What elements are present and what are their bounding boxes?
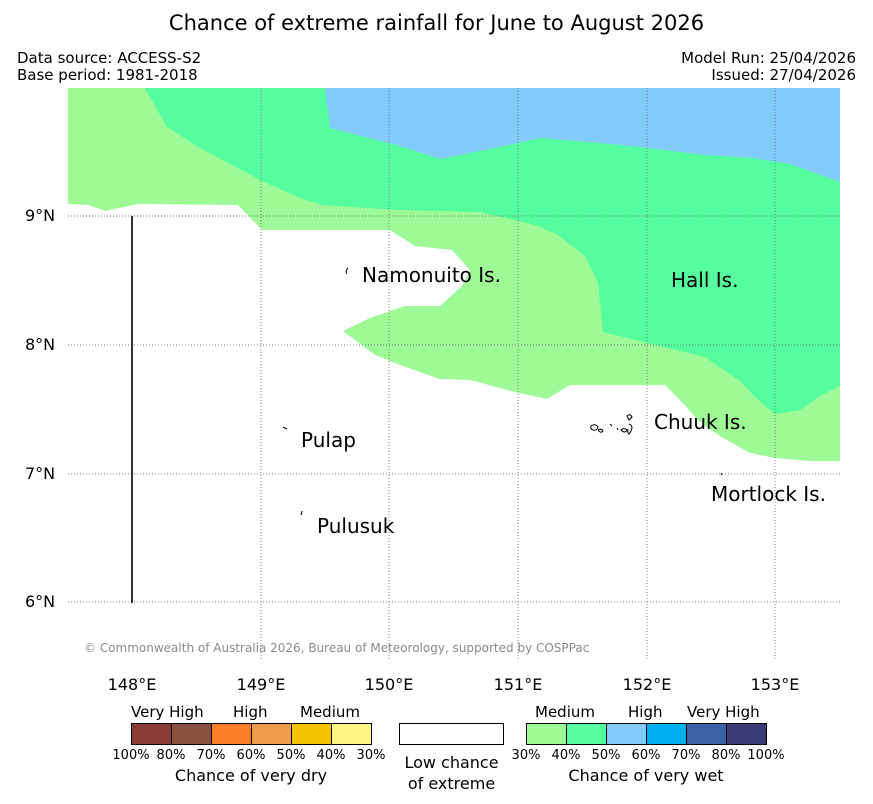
lon-label-149E: 149°E bbox=[236, 675, 286, 694]
dry-header-medium: Medium bbox=[300, 703, 360, 721]
dry-header-very-high: Very High bbox=[131, 703, 204, 721]
wet-header-high: High bbox=[628, 703, 663, 721]
lat-label-7N: 7°N bbox=[25, 464, 56, 483]
dry-percent-label-5: 40% bbox=[316, 748, 346, 763]
wet-swatch-3 bbox=[646, 723, 687, 745]
dry-swatch-3 bbox=[251, 723, 292, 745]
wet-header-very-high: Very High bbox=[687, 703, 760, 721]
meta-left: Data source: ACCESS-S2 Base period: 1981… bbox=[17, 50, 201, 84]
wet-swatch-1 bbox=[566, 723, 607, 745]
dry-percent-label-4: 50% bbox=[276, 748, 306, 763]
wet-50-60-region bbox=[325, 88, 840, 182]
wet-swatch-4 bbox=[686, 723, 727, 745]
wet-percent-label-4: 70% bbox=[671, 748, 701, 763]
wet-header-medium: Medium bbox=[535, 703, 595, 721]
low-chance-line2: of extreme bbox=[407, 774, 496, 793]
chart-title: Chance of extreme rainfall for June to A… bbox=[168, 11, 705, 35]
data-source-label: Data source: ACCESS-S2 bbox=[17, 49, 202, 67]
dry-percent-label-0: 100% bbox=[112, 748, 150, 763]
low-chance-line1: Low chance bbox=[404, 753, 499, 772]
wet-percent-label-0: 30% bbox=[511, 748, 541, 763]
wet-40-50-region bbox=[145, 88, 840, 414]
dry-swatch-2 bbox=[211, 723, 252, 745]
dry-swatch-4 bbox=[291, 723, 332, 745]
dry-percent-label-6: 30% bbox=[356, 748, 386, 763]
wet-percent-label-2: 50% bbox=[591, 748, 621, 763]
dry-percent-label-2: 70% bbox=[196, 748, 226, 763]
dry-header-high: High bbox=[233, 703, 268, 721]
dry-swatch-5 bbox=[331, 723, 372, 745]
dry-percent-label-1: 80% bbox=[156, 748, 186, 763]
place-label-namonuito: Namonuito Is. bbox=[362, 263, 501, 287]
graticule bbox=[68, 88, 840, 660]
dry-caption: Chance of very dry bbox=[174, 766, 328, 785]
lon-label-148E: 148°E bbox=[107, 675, 157, 694]
wet-percent-label-6: 100% bbox=[747, 748, 785, 763]
chuuk-island-shapes bbox=[590, 414, 633, 435]
place-label-chuuk: Chuuk Is. bbox=[654, 410, 747, 434]
wet-swatch-0 bbox=[526, 723, 567, 745]
lon-label-152E: 152°E bbox=[622, 675, 672, 694]
low-chance-swatch bbox=[399, 723, 504, 745]
wet-swatch-2 bbox=[606, 723, 647, 745]
lat-label-8N: 8°N bbox=[25, 335, 56, 354]
wet-caption: Chance of very wet bbox=[568, 766, 724, 785]
meta-right: Model Run: 25/04/2026 Issued: 27/04/2026 bbox=[681, 50, 856, 84]
wet-percent-label-5: 80% bbox=[711, 748, 741, 763]
islands bbox=[282, 267, 723, 516]
pulusuk-island-shape bbox=[300, 510, 303, 516]
lat-label-9N: 9°N bbox=[25, 206, 56, 225]
place-label-pulap: Pulap bbox=[301, 428, 356, 452]
place-label-pulusuk: Pulusuk bbox=[317, 514, 395, 538]
pulap-island-shape bbox=[282, 426, 288, 430]
place-label-hall: Hall Is. bbox=[671, 268, 739, 292]
dry-swatch-0 bbox=[131, 723, 172, 745]
place-label-mortlock: Mortlock Is. bbox=[711, 482, 826, 506]
namonuito-island-shape bbox=[345, 267, 349, 275]
dry-percent-label-3: 60% bbox=[236, 748, 266, 763]
wet-percent-label-1: 40% bbox=[551, 748, 581, 763]
copyright-notice: © Commonwealth of Australia 2026, Bureau… bbox=[84, 641, 590, 655]
dry-swatch-1 bbox=[171, 723, 212, 745]
low-chance-caption: Low chance of extreme bbox=[399, 752, 504, 794]
issued-label: Issued: 27/04/2026 bbox=[711, 66, 856, 84]
model-run-label: Model Run: 25/04/2026 bbox=[681, 49, 856, 67]
wet-swatch-5 bbox=[726, 723, 767, 745]
lat-label-6N: 6°N bbox=[25, 592, 56, 611]
lon-label-150E: 150°E bbox=[364, 675, 414, 694]
mortlock-island-shape bbox=[720, 472, 723, 476]
base-period-label: Base period: 1981-2018 bbox=[17, 66, 198, 84]
wet-percent-label-3: 60% bbox=[631, 748, 661, 763]
lon-label-151E: 151°E bbox=[493, 675, 543, 694]
lon-label-153E: 153°E bbox=[750, 675, 800, 694]
